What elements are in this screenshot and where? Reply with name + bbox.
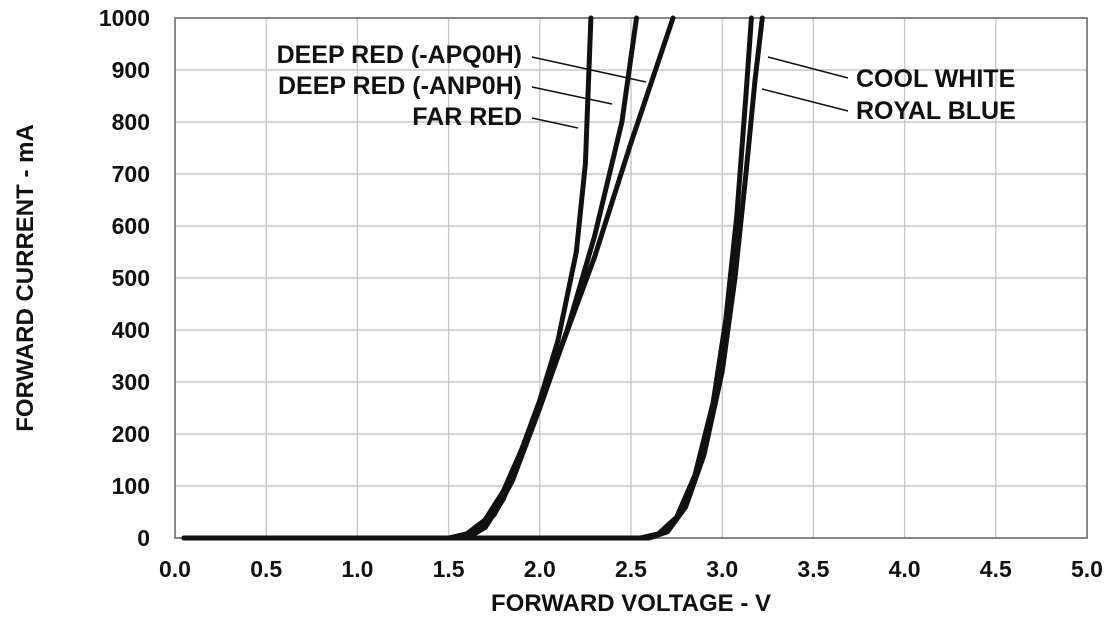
x-tick-label: 2.0 [524, 556, 556, 582]
label-far-red: FAR RED [412, 103, 522, 131]
curve-layer [181, 15, 765, 541]
series-line-5 [181, 15, 765, 541]
y-tick-label: 1000 [99, 5, 150, 31]
x-tick-label: 5.0 [1071, 556, 1103, 582]
x-tick-label: 4.0 [889, 556, 921, 582]
y-tick-label: 700 [112, 161, 150, 187]
x-axis-title: FORWARD VOLTAGE - V [491, 590, 771, 617]
leader-deep-red-anp0h [531, 86, 613, 105]
label-royal-blue: ROYAL BLUE [856, 97, 1016, 125]
label-cool-white: COOL WHITE [856, 65, 1015, 93]
y-tick-label: 600 [112, 213, 150, 239]
y-tick-label: 800 [112, 109, 150, 135]
leader-royal-blue [761, 88, 849, 112]
series-line-3 [181, 15, 676, 541]
x-tick-label: 3.0 [706, 556, 738, 582]
tick-layer: 0.0 0.5 1.0 1.5 2.0 2.5 3.0 3.5 4.0 4.5 5.0 0 100 200… [99, 5, 1103, 582]
leader-deep-red-apq0h [531, 56, 647, 83]
leader-cool-white [767, 56, 849, 79]
x-tick-label: 3.5 [797, 556, 829, 582]
y-tick-label: 200 [112, 421, 150, 447]
y-tick-label: 0 [137, 525, 150, 551]
x-tick-label: 4.5 [980, 556, 1012, 582]
y-tick-label: 300 [112, 369, 150, 395]
label-deep-red-apq0h: DEEP RED (-APQ0H) [277, 41, 522, 69]
x-tick-label: 0.0 [159, 556, 191, 582]
x-tick-label: 1.0 [341, 556, 373, 582]
x-tick-label: 2.5 [615, 556, 647, 582]
y-tick-label: 900 [112, 57, 150, 83]
y-tick-label: 400 [112, 317, 150, 343]
y-tick-label: 100 [112, 473, 150, 499]
leader-far-red [531, 117, 579, 129]
x-tick-label: 1.5 [433, 556, 465, 582]
label-deep-red-anp0h: DEEP RED (-ANP0H) [278, 72, 522, 100]
y-tick-label: 500 [112, 265, 150, 291]
x-tick-label: 0.5 [250, 556, 282, 582]
y-axis-title: FORWARD CURRENT - mA [12, 124, 39, 432]
